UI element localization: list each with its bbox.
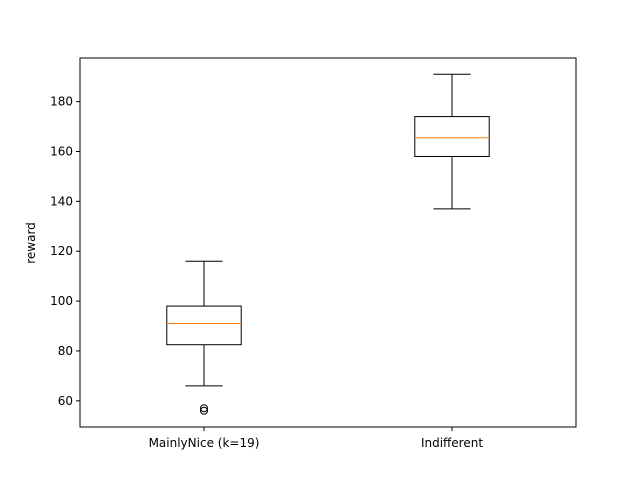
y-tick-label: 160 [50,144,73,158]
y-axis-label: reward [24,222,38,264]
x-tick-label: Indifferent [421,436,483,450]
iqr-box [166,305,242,346]
iqr-box [414,116,490,157]
box-group [414,73,490,210]
y-tick-label: 60 [58,394,73,408]
y-tick-label: 140 [50,194,73,208]
x-tick-label: MainlyNice (k=19) [149,436,260,450]
outlier-point [200,406,208,415]
y-tick-label: 120 [50,244,73,258]
y-tick-label: 100 [50,294,73,308]
box-group [166,260,242,415]
y-tick-label: 80 [58,344,73,358]
y-tick-label: 180 [50,95,73,109]
plot-area [79,57,577,428]
outlier-point [200,404,208,413]
